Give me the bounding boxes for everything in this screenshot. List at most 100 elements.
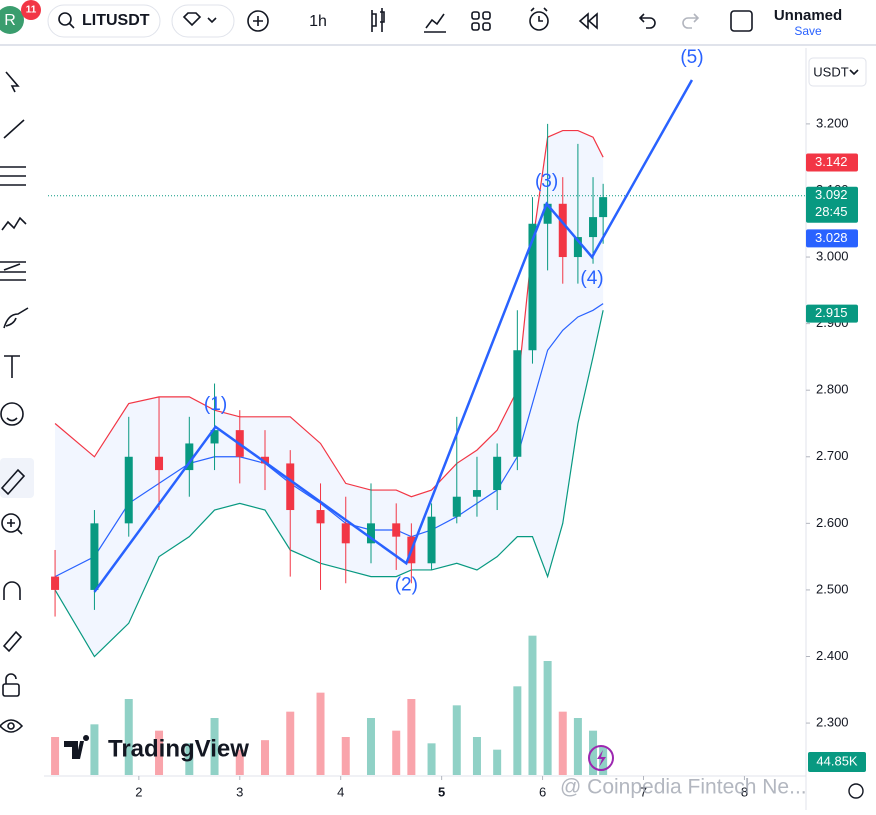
price-label-box: [806, 229, 858, 248]
search-icon: [58, 12, 72, 26]
search-icon-handle: [68, 22, 75, 29]
measure-tool-active[interactable]: [0, 458, 34, 498]
avatar[interactable]: [0, 6, 24, 34]
wave-label: (3): [535, 171, 558, 192]
cursor-tool[interactable]: [5, 71, 20, 93]
volume-bar: [261, 740, 270, 775]
x-tick-label: 6: [539, 784, 546, 799]
candle-body: [124, 456, 133, 524]
volume-bar: [558, 711, 567, 775]
x-tick-label: 3: [236, 784, 243, 799]
lightning-icon[interactable]: [588, 745, 614, 771]
currency-button[interactable]: [808, 57, 867, 87]
y-tick-label: 2.800: [816, 382, 849, 397]
visibility-tool[interactable]: [0, 719, 24, 733]
fullscreen-icon[interactable]: [730, 10, 753, 32]
lock-draw-tool[interactable]: [2, 630, 23, 653]
price-label: 2.915: [815, 305, 848, 320]
candle-body: [341, 523, 350, 544]
y-tick-label: 3.200: [816, 115, 849, 130]
indicators-icon[interactable]: [424, 13, 446, 33]
fib-tool[interactable]: [0, 166, 26, 186]
settings-icon[interactable]: [848, 783, 864, 799]
trendline-tool[interactable]: [3, 119, 25, 139]
add-icon[interactable]: [247, 10, 269, 32]
pro-button[interactable]: [171, 4, 235, 38]
candle-body: [185, 443, 194, 471]
volume-bar: [452, 705, 461, 775]
logo: TradingView: [108, 735, 249, 762]
volume-bar: [235, 749, 244, 775]
candle-body: [528, 223, 537, 351]
volume-label: 44.85K: [816, 753, 858, 768]
pattern-tool[interactable]: [1, 216, 27, 231]
replay-icon[interactable]: [578, 12, 598, 30]
volume-bar: [155, 730, 164, 775]
volume-bar: [286, 711, 295, 775]
volume-label-box: [808, 752, 866, 772]
layout-icon[interactable]: [471, 11, 480, 20]
candle-body: [589, 217, 598, 238]
undo-icon[interactable]: [638, 13, 656, 29]
volume-bar: [573, 718, 582, 775]
wave-label: (1): [204, 394, 227, 415]
wave-label: (4): [580, 268, 603, 289]
redo-icon[interactable]: [682, 13, 700, 29]
layout-name[interactable]: Unnamed: [774, 7, 842, 24]
volume-bar: [51, 737, 60, 775]
candle-body: [599, 197, 608, 218]
zoom-tool-detail: [7, 519, 23, 535]
volume-bar: [493, 749, 502, 775]
candle-body: [472, 490, 481, 497]
lock-tool[interactable]: [2, 683, 20, 697]
chart-pane[interactable]: [44, 48, 806, 775]
candles-icon[interactable]: [371, 8, 385, 32]
volume-bar: [392, 730, 401, 775]
candle-body: [558, 203, 567, 258]
countdown: 28:45: [815, 204, 848, 219]
candle-body: [51, 576, 60, 590]
x-tick-label: 8: [741, 784, 748, 799]
y-tick-label: 2.500: [816, 581, 849, 596]
volume-bar: [90, 724, 99, 775]
magnet-tool[interactable]: [3, 581, 21, 600]
band-fill: [55, 130, 604, 657]
x-tick-label: 4: [337, 784, 344, 799]
layout-icon: [482, 22, 491, 31]
volume-bar: [341, 737, 350, 775]
volume-bar: [528, 635, 537, 775]
symbol-search[interactable]: [47, 4, 161, 38]
icon-tool[interactable]: [0, 402, 24, 426]
logo-mark: [64, 735, 90, 759]
y-tick-label: 2.400: [816, 648, 849, 663]
y-tick-label: 2.600: [816, 515, 849, 530]
x-tick-label: 7: [640, 784, 647, 799]
projection-tool[interactable]: [0, 261, 26, 281]
candle-body: [392, 523, 401, 537]
symbol: LITUSDT: [82, 12, 150, 29]
brush-tool[interactable]: [3, 307, 29, 329]
layout-icon: [482, 11, 491, 20]
price-label-box: [806, 304, 858, 323]
candle-body: [543, 203, 552, 224]
text-tool[interactable]: [4, 355, 20, 378]
candle-body: [90, 523, 99, 590]
visibility-pupil: [7, 722, 15, 730]
volume-bar: [316, 692, 325, 775]
volume-bar: [472, 737, 481, 775]
candle-body: [366, 523, 375, 544]
badge: [21, 0, 41, 20]
currency: USDT: [813, 64, 848, 79]
alert-icon[interactable]: [529, 11, 549, 31]
axes: 2.3002.4002.5002.6002.7002.8002.9003.000…: [135, 115, 866, 799]
chevron: [207, 17, 217, 24]
zoom-tool[interactable]: [1, 513, 21, 533]
badge-text: 11: [26, 5, 37, 16]
volume-bar: [124, 699, 133, 775]
price-label: 3.092: [815, 187, 848, 202]
price-label: 3.028: [815, 230, 848, 245]
interval[interactable]: 1h: [309, 13, 327, 30]
candle-body: [261, 456, 270, 464]
save[interactable]: Save: [794, 24, 822, 38]
